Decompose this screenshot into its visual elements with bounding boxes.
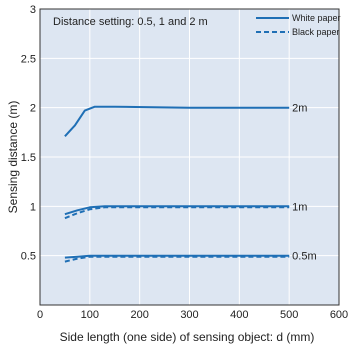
x-tick-label: 200 (130, 309, 148, 321)
y-tick-label: 0.5 (21, 251, 36, 263)
legend-white-paper-label: White paper (292, 13, 341, 23)
tick-labels: 0 100 200 300 400 500 600 0.5 1 1.5 2 2.5 3 (21, 4, 348, 321)
y-tick-label: 2 (30, 103, 36, 115)
plot-frame (39, 8, 340, 306)
line-end-labels: 2m 1m 0.5m (292, 103, 316, 263)
distance-setting-annotation: Distance setting: 0.5, 1 and 2 m (53, 16, 208, 28)
series-layer (64, 105, 290, 263)
y-tick-label: 1.5 (21, 152, 36, 164)
y-tick-label: 1 (30, 201, 36, 213)
legend: White paper Black paper (256, 13, 341, 37)
series-line-2m-solid (64, 105, 290, 137)
y-tick-label: 3 (30, 4, 36, 16)
series-line-0-5m-dashed (64, 255, 290, 263)
line-end-label: 1m (292, 201, 307, 213)
series-line-0-5m-solid (64, 254, 290, 259)
series-line-1m-dashed (64, 206, 290, 220)
x-axis-title: Side length (one side) of sensing object… (60, 330, 315, 344)
line-end-label: 2m (292, 103, 307, 115)
x-tick-label: 100 (81, 309, 99, 321)
line-end-label: 0.5m (292, 251, 316, 263)
y-axis-title: Sensing distance (m) (6, 101, 20, 214)
y-tick-label: 2.5 (21, 53, 36, 65)
legend-black-paper-label: Black paper (292, 27, 340, 37)
x-tick-label: 600 (330, 309, 348, 321)
x-tick-label: 500 (280, 309, 298, 321)
x-tick-label: 300 (180, 309, 198, 321)
x-tick-label: 0 (37, 309, 43, 321)
x-tick-label: 400 (230, 309, 248, 321)
